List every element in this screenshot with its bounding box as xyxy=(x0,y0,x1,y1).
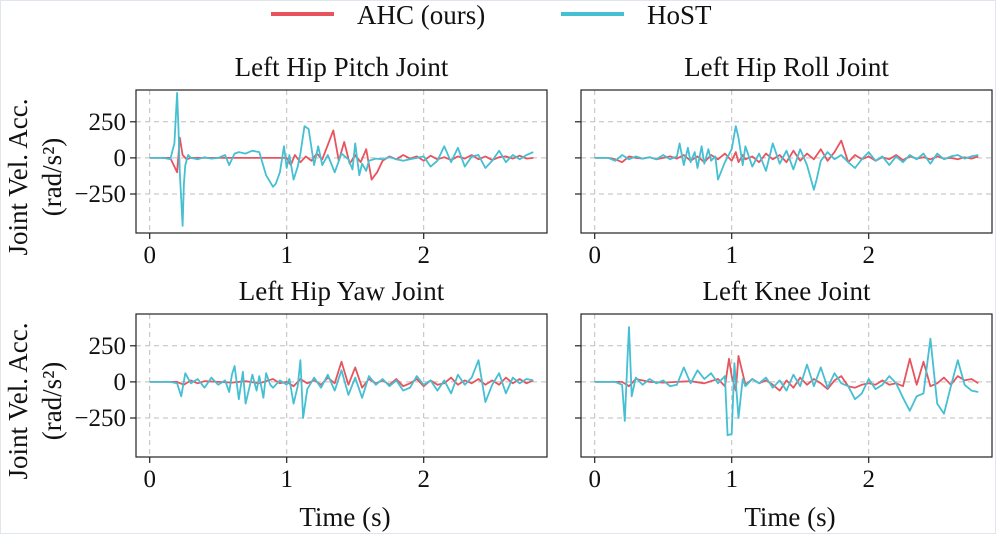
x-tick-label: 1 xyxy=(725,466,738,493)
y-axis-label-bottom-line1: Joint Vel. Acc. xyxy=(3,323,33,480)
x-tick-label: 0 xyxy=(143,466,156,493)
x-tick-label: 2 xyxy=(862,242,875,269)
plot-frame xyxy=(580,89,993,234)
y-axis-label-top: Joint Vel. Acc. (rad/s²) xyxy=(3,99,67,256)
panel-left-hip-yaw-joint: Left Hip Yaw Joint 0 1 2 −250 0 250 xyxy=(74,276,548,493)
x-tick-label: 2 xyxy=(417,466,430,493)
legend-label-ahc: AHC (ours) xyxy=(357,1,485,30)
series-line-host xyxy=(594,125,979,191)
panel-title: Left Hip Yaw Joint xyxy=(239,276,445,306)
y-axis-label-top-line2: (rad/s²) xyxy=(37,138,67,217)
panel-title: Left Hip Pitch Joint xyxy=(235,52,449,82)
x-tick-label: 2 xyxy=(417,242,430,269)
legend: AHC (ours) HoST xyxy=(271,0,712,30)
x-tick-label: 0 xyxy=(143,242,156,269)
y-axis-label-bottom: Joint Vel. Acc. (rad/s²) xyxy=(3,323,67,480)
y-axis-label-top-line1: Joint Vel. Acc. xyxy=(3,99,33,256)
x-tick-label: 0 xyxy=(588,242,601,269)
series-line-host xyxy=(149,359,534,419)
plot-frame xyxy=(135,313,548,458)
series-line-ahc-ours xyxy=(594,355,979,392)
series-line-host xyxy=(149,92,534,227)
y-axis-label-bottom-line2: (rad/s²) xyxy=(37,362,67,441)
y-tick-label: 0 xyxy=(114,369,127,396)
x-tick-label: 0 xyxy=(588,466,601,493)
x-tick-label: 2 xyxy=(862,466,875,493)
y-tick-label: 0 xyxy=(114,145,127,172)
panel-left-knee-joint: Left Knee Joint 0 1 2 xyxy=(575,276,993,493)
y-tick-label: 250 xyxy=(89,333,127,360)
panel-title: Left Knee Joint xyxy=(703,276,871,306)
plot-frame xyxy=(580,313,993,458)
x-tick-label: 1 xyxy=(725,242,738,269)
panel-left-hip-pitch-joint: Left Hip Pitch Joint 0 1 2 −250 0 250 xyxy=(74,52,548,269)
y-tick-label: 250 xyxy=(89,109,127,136)
y-tick-label: −250 xyxy=(74,405,126,432)
series-line-host xyxy=(594,326,979,437)
x-axis-label-left: Time (s) xyxy=(299,502,390,532)
y-tick-label: −250 xyxy=(74,181,126,208)
plot-frame xyxy=(135,89,548,234)
panel-title: Left Hip Roll Joint xyxy=(684,52,889,82)
x-tick-label: 1 xyxy=(280,466,293,493)
series-line-ahc-ours xyxy=(149,129,534,181)
x-tick-label: 1 xyxy=(280,242,293,269)
x-axis-label-right: Time (s) xyxy=(744,502,835,532)
legend-label-host: HoST xyxy=(647,1,712,30)
panel-left-hip-roll-joint: Left Hip Roll Joint 0 1 2 xyxy=(575,52,993,269)
